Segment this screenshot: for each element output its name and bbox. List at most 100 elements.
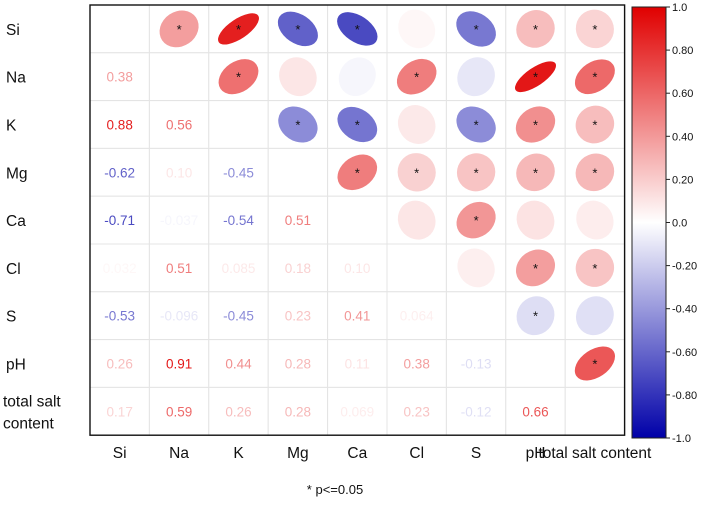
significance-star: * [474, 22, 479, 37]
value-label-Si-pH: 0.26 [107, 357, 133, 372]
significance-star: * [533, 165, 538, 180]
grid-cell-4-2 [208, 195, 269, 245]
ellipse-pH-total-salt-content [574, 346, 616, 381]
grid-cell-8-2 [208, 386, 269, 436]
value-label-Si-total-salt-content: 0.17 [107, 404, 133, 419]
significance-star: * [533, 118, 538, 133]
row-label: Si [6, 22, 20, 39]
row-label: S [6, 309, 16, 326]
row-label: Ca [6, 213, 26, 230]
value-label-K-total-salt-content: 0.26 [225, 404, 251, 419]
grid-cell-8-5 [386, 386, 447, 436]
ellipse-Cl-total-salt-content [575, 248, 615, 287]
row-label: Cl [6, 261, 21, 278]
significance-star: * [592, 165, 597, 180]
grid-cell-7-6 [445, 339, 507, 388]
significance-star: * [295, 22, 300, 37]
grid-cell-3-3 [267, 147, 329, 197]
grid-cell-3-0 [89, 147, 150, 197]
significance-star: * [592, 118, 597, 133]
grid-cell-6-1 [148, 291, 210, 341]
row-label: content [3, 415, 55, 432]
grid-cell-7-7 [505, 339, 566, 388]
grid-cell-1-0 [89, 52, 150, 102]
ellipse-K-Ca [337, 106, 378, 143]
grid-cell-5-3 [267, 243, 329, 293]
value-label-Mg-Ca: 0.51 [285, 213, 311, 228]
ellipse-Na-K [218, 59, 259, 95]
colorbar: 1.0 0.80 0.60 0.40 0.20 0.0 -0.20 -0.40 -0.60 -0.… [631, 2, 697, 445]
significance-star: * [533, 70, 538, 85]
significance-star: * [236, 70, 241, 85]
significance-star: * [592, 357, 597, 372]
ellipse-Si-S [456, 11, 496, 47]
ellipse-Mg-Cl [397, 153, 436, 192]
colorbar-ticks: 1.0 0.80 0.60 0.40 0.20 0.0 -0.20 -0.40 -0.60 -0.… [666, 2, 697, 445]
significance-star: * [295, 118, 300, 133]
grid-cell-8-1 [148, 386, 210, 436]
grid-cell-4-0 [89, 195, 150, 245]
value-label-Si-Mg: -0.62 [104, 165, 135, 180]
ellipse-Cl-S [457, 248, 495, 288]
ellipse-Cl-pH [515, 249, 556, 287]
significance-star: * [414, 70, 419, 85]
value-label-Na-total-salt-content: 0.59 [166, 404, 192, 419]
significance-star: * [414, 165, 419, 180]
colorbar-tick-label: 0.0 [672, 218, 687, 230]
value-label-Si-K: 0.88 [107, 118, 133, 133]
significance-star: * [355, 22, 360, 37]
value-label-Si-S: -0.53 [104, 309, 135, 324]
row-label: total salt [3, 393, 61, 410]
ellipse-Mg-S [456, 153, 496, 192]
grid-cell-4-4 [327, 195, 388, 245]
ellipse-K-pH [515, 106, 556, 143]
column-label: Si [113, 445, 127, 462]
value-label-K-pH: 0.44 [225, 357, 252, 372]
colorbar-tick-label: -0.60 [672, 347, 697, 359]
significance-star: * [592, 22, 597, 37]
value-label-Ca-pH: 0.11 [345, 357, 370, 372]
grid-cell-5-2 [208, 243, 269, 293]
significance-star: * [533, 22, 538, 37]
grid-cell-7-2 [208, 339, 269, 388]
ellipse-Na-total-salt-content [574, 59, 615, 95]
value-label-Mg-S: 0.23 [285, 309, 311, 324]
ellipse-Mg-Ca [337, 154, 378, 191]
ellipse-Si-Cl [398, 9, 436, 49]
row-label: pH [6, 357, 26, 374]
colorbar-tick-label: 0.20 [672, 174, 693, 186]
grid-cell-6-4 [327, 291, 388, 341]
ellipse-S-pH [516, 296, 555, 336]
value-label-S-pH: -0.13 [461, 357, 492, 372]
colorbar-tick-label: 1.0 [672, 2, 687, 14]
grid-cell-8-8 [564, 386, 626, 436]
grid-cell-5-4 [327, 243, 388, 293]
row-label: K [6, 118, 17, 135]
colorbar-gradient [631, 6, 667, 439]
significance-star: * [533, 261, 538, 276]
column-label: S [471, 445, 481, 462]
significance-star: * [474, 213, 479, 228]
column-label: total salt content [538, 445, 652, 462]
grid-cell-6-6 [445, 291, 507, 341]
value-label-Ca-total-salt-content: 0.069 [340, 404, 374, 419]
value-label-Cl-S: 0.064 [400, 309, 434, 324]
row-label: Mg [6, 165, 28, 182]
significance-footnote: * p<=0.05 [307, 482, 363, 497]
ellipse-Na-pH [515, 61, 556, 93]
colorbar-tick-label: 0.60 [672, 88, 693, 100]
value-label-Mg-Cl: 0.18 [285, 261, 311, 276]
ellipse-K-Cl [397, 105, 436, 144]
column-label: K [233, 445, 244, 462]
ellipse-Na-S [457, 57, 495, 97]
significance-star: * [592, 70, 597, 85]
grid-cell-3-1 [148, 147, 210, 197]
value-label-Na-Mg: 0.10 [166, 165, 192, 180]
grid-cell-8-6 [445, 386, 507, 436]
value-label-S-total-salt-content: -0.12 [461, 404, 492, 419]
colorbar-tick-label: -1.0 [672, 433, 691, 445]
grid-cell-7-4 [327, 339, 388, 388]
colorbar-tick-label: 0.80 [672, 45, 693, 57]
value-label-Na-Ca: -0.037 [160, 213, 198, 228]
ellipse-Ca-total-salt-content [576, 200, 614, 240]
